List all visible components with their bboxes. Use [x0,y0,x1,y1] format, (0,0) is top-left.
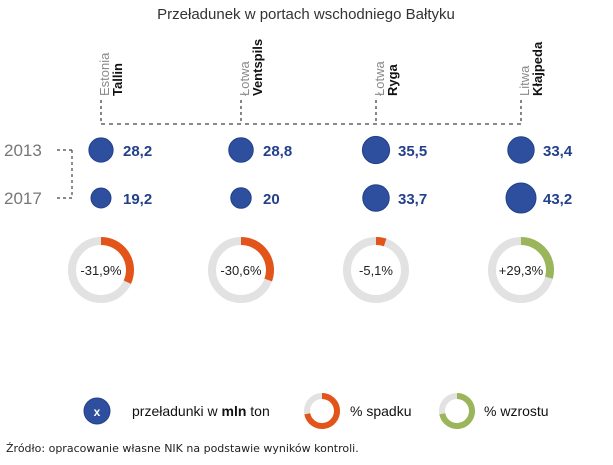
bubble-2017 [230,187,252,209]
change-label: -30,6% [220,263,262,278]
value-label-2017: 20 [263,191,280,208]
port-column-1: ŁotwaVentspils 28,8 20 -30,6% [208,39,292,303]
country-name: Łotwa [237,61,252,96]
value-label-2017: 43,2 [543,191,572,208]
legend-increase-ring [439,393,475,429]
year-bracket [57,149,73,199]
country-name: Łotwa [372,61,387,96]
legend-bubble [83,397,111,425]
legend-decrease-label: % spadku [350,403,411,419]
port-name: Kłajpeda [530,41,545,96]
port-column-0: EstoniaTallin 28,2 19,2 -31,9% [68,52,152,303]
bubble-2017 [90,187,112,209]
decrease-arc [100,237,134,284]
legend-bubble-label-part: przeładunki w [132,403,222,419]
country-name: Estonia [97,52,112,96]
port-name: Ryga [385,63,400,96]
port-name: Ventspils [250,39,265,96]
legend-bubble-label-unit: mln [222,403,247,419]
legend-bubble-label-part: ton [246,403,269,419]
change-label: -5,1% [359,263,393,278]
value-label-2013: 28,8 [263,143,292,160]
legend-bubble-symbol: x [94,405,101,419]
change-label: -31,9% [80,263,122,278]
port-header: ŁotwaVentspils [237,39,265,96]
value-label-2013: 35,5 [398,143,427,160]
value-label-2017: 33,7 [398,191,427,208]
year-label-2013: 2013 [4,141,42,160]
country-name: Litwa [517,65,532,96]
port-column-2: ŁotwaRyga 35,5 33,7 -5,1% [343,61,427,303]
bubble-2013 [361,135,391,165]
value-label-2017: 19,2 [123,191,152,208]
port-column-3: LitwaKłajpeda 33,4 43,2 +29,3% [488,41,573,303]
bubble-2013 [228,137,254,163]
value-label-2013: 28,2 [123,143,152,160]
legend-decrease-ring [304,393,340,429]
legend-increase-label: % wzrostu [484,403,549,419]
bubble-2013 [507,136,535,164]
bubble-2017 [505,182,537,214]
decrease-arc [240,237,274,282]
chart-title: Przeładunek w portach wschodniego Bałtyk… [157,6,455,23]
port-name: Tallin [110,63,125,96]
bubble-2013 [88,137,114,163]
port-header: LitwaKłajpeda [517,41,545,96]
legend-bubble-label: przeładunki w mln ton [132,403,270,419]
port-header: ŁotwaRyga [372,61,400,96]
port-header: EstoniaTallin [97,52,125,96]
year-label-2017: 2017 [4,189,42,208]
value-label-2013: 33,4 [543,143,573,160]
decrease-arc [375,237,387,247]
bubble-2017 [362,184,390,212]
change-label: +29,3% [499,263,544,278]
increase-arc [520,237,554,279]
source-note: Źródło: opracowanie własne NIK na podsta… [6,442,359,455]
